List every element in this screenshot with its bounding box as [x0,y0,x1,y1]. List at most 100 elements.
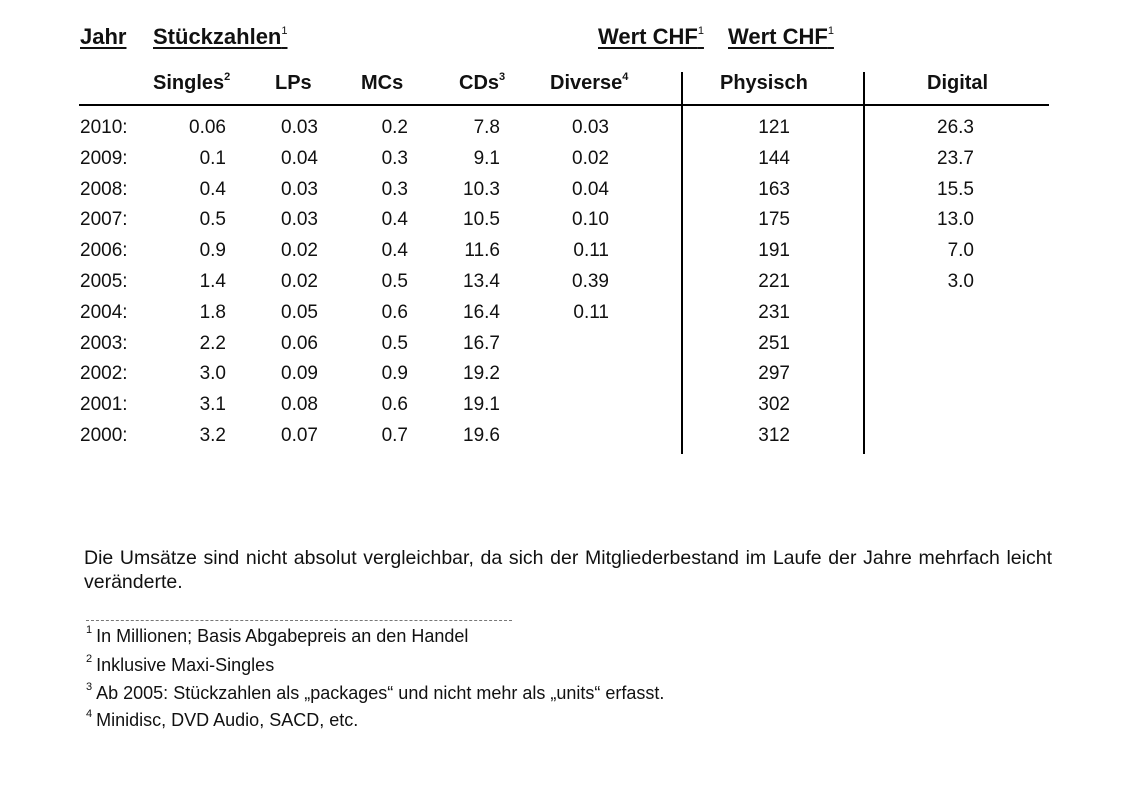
cell-lps: 0.02 [281,240,318,262]
cell-digital: 23.7 [937,147,974,169]
subheader-cds-label: CDs [459,72,500,94]
subheader-lps: LPs [275,72,312,94]
cell-year: 2007: [80,209,128,231]
header-stueckzahlen-label: Stückzahlen [153,24,282,49]
footnote-item: 1 In Millionen; Basis Abgabepreis an den … [86,624,469,647]
cell-mcs: 0.2 [381,117,408,138]
cell-physisch: 297 [758,363,790,385]
subheader-singles: Singles2 [153,71,230,95]
cell-year: 2005: [80,270,128,292]
header-wert-chf-label: Wert CHF [598,24,698,49]
cell-physisch: 191 [758,240,790,262]
cell-physisch: 163 [758,178,790,200]
cell-lps: 0.02 [281,270,318,292]
footnote-number: 1 [86,624,93,636]
cell-year: 2006: [80,240,128,262]
cell-singles: 3.0 [199,363,226,385]
header-wert-chf-digital: Wert CHF1 [728,24,834,50]
footnote-number: 2 [86,653,93,665]
cell-physisch: 121 [758,117,790,138]
cell-diverse: 0.39 [572,270,609,292]
cell-mcs: 0.6 [381,301,408,323]
footnote-ref: 1 [281,24,288,37]
cell-cds: 9.1 [473,147,500,169]
cell-diverse: 0.11 [573,240,609,262]
table-row: 2007: 0.5 0.03 0.4 10.5 0.10 175 13.0 [0,209,1122,240]
cell-year: 2000: [80,424,128,446]
footnote-ref: 4 [622,71,629,84]
cell-physisch: 144 [758,147,790,169]
cell-year: 2001: [80,394,128,416]
table-row: 2005: 1.4 0.02 0.5 13.4 0.39 221 3.0 [0,271,1122,302]
cell-physisch: 251 [758,332,790,354]
cell-lps: 0.09 [281,363,318,385]
cell-mcs: 0.5 [381,332,408,354]
cell-physisch: 175 [758,209,790,231]
cell-diverse: 0.02 [572,147,609,169]
footnote-item: 4 Minidisc, DVD Audio, SACD, etc. [86,708,359,731]
cell-diverse: 0.04 [572,178,609,200]
cell-diverse: 0.10 [572,209,609,231]
cell-mcs: 0.4 [381,240,408,262]
note-text: Die Umsätze sind nicht absolut vergleich… [84,547,1052,593]
cell-year: 2003: [80,332,128,354]
cell-mcs: 0.4 [381,209,408,231]
subheader-diverse-label: Diverse [550,72,623,94]
column-divider [863,72,865,454]
cell-mcs: 0.3 [381,147,408,169]
cell-lps: 0.05 [281,301,318,323]
cell-lps: 0.07 [281,424,318,446]
header-wert-chf-label: Wert CHF [728,24,828,49]
footnote-ref: 1 [827,24,834,37]
table-body: 2010: 0.06 0.03 0.2 7.8 0.03 121 26.3 2009: 0.1 0.… [0,117,1122,456]
table-row: 2004: 1.8 0.05 0.6 16.4 0.11 231 [0,302,1122,333]
cell-singles: 1.8 [199,301,226,323]
footnote-ref: 1 [697,24,704,37]
cell-singles: 0.1 [199,147,226,169]
cell-year: 2004: [80,301,128,323]
cell-physisch: 302 [758,394,790,416]
cell-diverse: 0.11 [573,301,609,323]
cell-lps: 0.06 [281,332,318,354]
cell-cds: 19.6 [463,424,500,446]
cell-singles: 0.06 [189,117,226,138]
cell-mcs: 0.7 [381,424,408,446]
subheader-physisch: Physisch [720,72,808,94]
footnote-text: Ab 2005: Stückzahlen als „packages“ und … [96,683,665,703]
footnote-text: In Millionen; Basis Abgabepreis an den H… [96,626,469,646]
cell-year: 2008: [80,178,128,200]
cell-cds: 10.3 [463,178,500,200]
table-row: 2008: 0.4 0.03 0.3 10.3 0.04 163 15.5 [0,179,1122,210]
cell-year: 2010: [80,117,128,138]
footnote-number: 4 [86,708,93,720]
cell-singles: 0.5 [199,209,226,231]
cell-cds: 7.8 [473,117,500,138]
cell-year: 2009: [80,147,128,169]
cell-digital: 13.0 [937,209,974,231]
footnote-item: 3 Ab 2005: Stückzahlen als „packages“ und… [86,681,665,704]
cell-singles: 3.1 [199,394,226,416]
table-row: 2001: 3.1 0.08 0.6 19.1 302 [0,394,1122,425]
cell-mcs: 0.3 [381,178,408,200]
column-divider [681,72,683,454]
table-row: 2000: 3.2 0.07 0.7 19.6 312 [0,425,1122,456]
footnote-text: Minidisc, DVD Audio, SACD, etc. [96,710,359,730]
cell-cds: 10.5 [463,209,500,231]
subheader-digital: Digital [927,72,989,94]
footnote-text: Inklusive Maxi-Singles [96,655,275,675]
subheader-cds: CDs3 [459,71,506,95]
table-row: 2009: 0.1 0.04 0.3 9.1 0.02 144 23.7 [0,148,1122,179]
cell-singles: 0.4 [199,178,226,200]
cell-singles: 3.2 [199,424,226,446]
cell-cds: 11.6 [464,240,500,262]
footnote-separator [86,620,512,621]
cell-singles: 0.9 [199,240,226,262]
cell-physisch: 231 [758,301,790,323]
cell-digital: 7.0 [947,240,974,262]
footnote-ref: 3 [499,71,506,84]
header-jahr: Jahr [80,24,127,49]
cell-lps: 0.03 [281,209,318,231]
cell-cds: 13.4 [463,270,500,292]
cell-lps: 0.03 [281,178,318,200]
cell-digital: 3.0 [947,270,974,292]
